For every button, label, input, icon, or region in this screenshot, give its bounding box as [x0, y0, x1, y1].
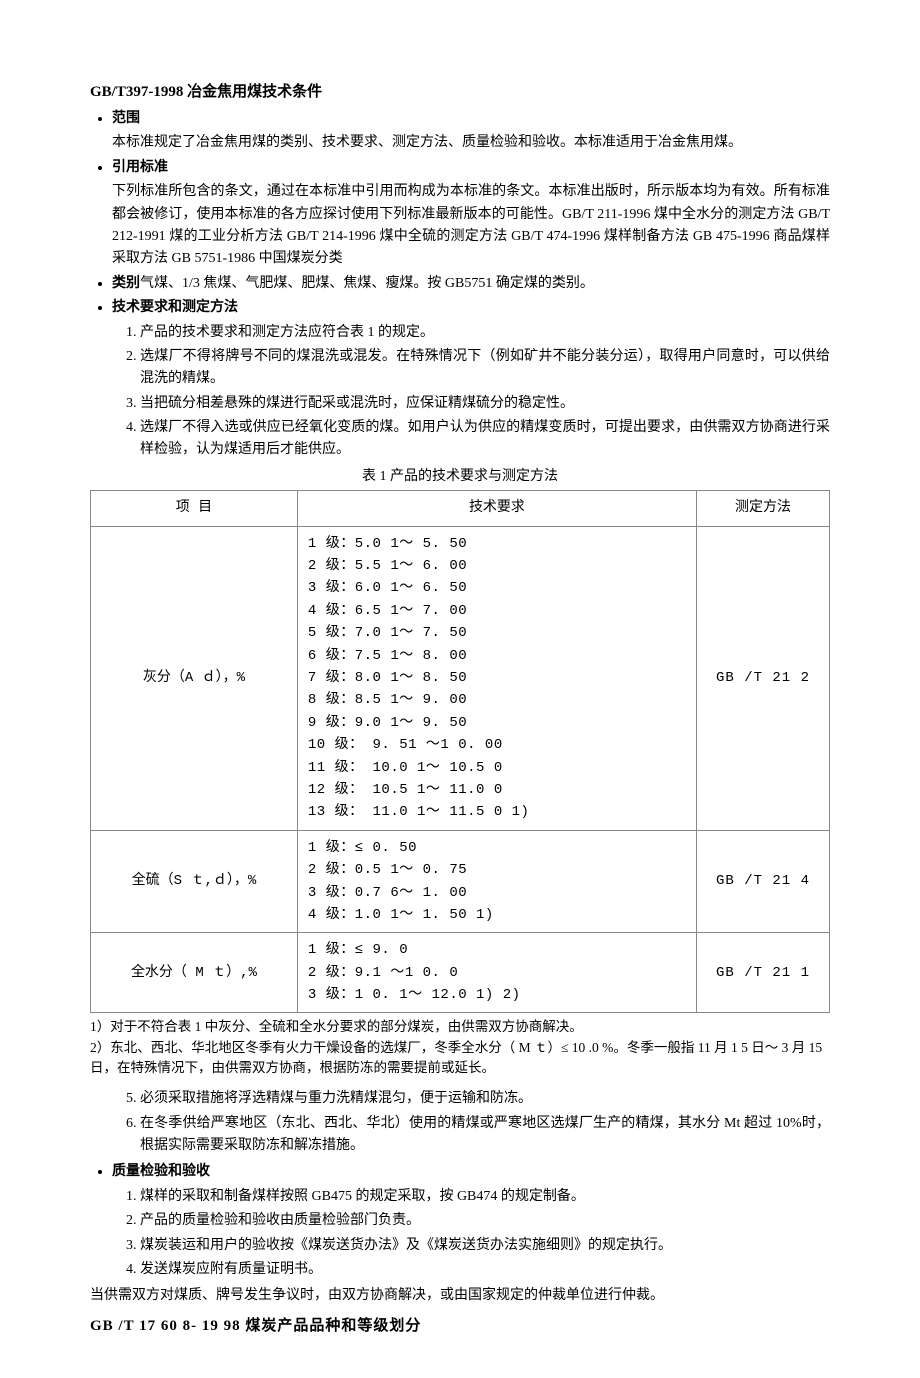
quality-item-1: 煤样的采取和制备煤样按照 GB475 的规定采取，按 GB474 的规定制备。: [140, 1186, 830, 1208]
cell-ash-method: GB /T 21 2: [696, 526, 829, 830]
cell-sulfur-name: 全硫（S ｔ,ｄ），%: [91, 830, 298, 933]
table-caption: 表 1 产品的技术要求与测定方法: [90, 466, 830, 488]
tech-item-6: 在冬季供给严寒地区（东北、西北、华北）使用的精煤或严寒地区选煤厂生产的精煤，其水…: [140, 1113, 830, 1158]
scope-head: 范围: [112, 111, 140, 126]
section-tech: 技术要求和测定方法 产品的技术要求和测定方法应符合表 1 的规定。 选煤厂不得将…: [112, 297, 830, 462]
cell-moisture-req: 1 级：≤ 9. 0 2 级：9.1 ～1 0. 0 3 级：1 0. 1～ 1…: [297, 933, 696, 1013]
category-body: 气煤、1/3 焦煤、气肥煤、肥煤、焦煤、瘦煤。按 GB5751 确定煤的类别。: [140, 276, 594, 291]
th-method: 测定方法: [696, 491, 829, 526]
table-row: 全水分（ M ｔ）,% 1 级：≤ 9. 0 2 级：9.1 ～1 0. 0 3…: [91, 933, 830, 1013]
cell-moisture-method: GB /T 21 1: [696, 933, 829, 1013]
footer-title: GB /T 17 60 8- 19 98 煤炭产品品种和等级划分: [90, 1314, 830, 1338]
section-quality: 质量检验和验收 煤样的采取和制备煤样按照 GB475 的规定采取，按 GB474…: [112, 1161, 830, 1281]
cell-sulfur-req: 1 级：≤ 0. 50 2 级：0.5 1～ 0. 75 3 级：0.7 6～ …: [297, 830, 696, 933]
refs-head: 引用标准: [112, 160, 168, 175]
category-head: 类别: [112, 276, 140, 291]
refs-body: 下列标准所包含的条文，通过在本标准中引用而构成为本标准的条文。本标准出版时，所示…: [112, 181, 830, 271]
th-req: 技术要求: [297, 491, 696, 526]
section-refs: 引用标准 下列标准所包含的条文，通过在本标准中引用而构成为本标准的条文。本标准出…: [112, 157, 830, 271]
note-1: 1）对于不符合表 1 中灰分、全硫和全水分要求的部分煤炭，由供需双方协商解决。: [90, 1017, 830, 1037]
note-2: 2）东北、西北、华北地区冬季有火力干燥设备的选煤厂，冬季全水分（ M ｔ）≤ 1…: [90, 1038, 830, 1079]
cell-ash-name: 灰分（A ｄ），%: [91, 526, 298, 830]
quality-item-2: 产品的质量检验和验收由质量检验部门负责。: [140, 1210, 830, 1232]
quality-tail: 当供需双方对煤质、牌号发生争议时，由双方协商解决，或由国家规定的仲裁单位进行仲裁…: [90, 1285, 830, 1307]
table-row: 灰分（A ｄ），% 1 级：5.0 1～ 5. 50 2 级：5.5 1～ 6.…: [91, 526, 830, 830]
cell-sulfur-method: GB /T 21 4: [696, 830, 829, 933]
section-scope: 范围 本标准规定了冶金焦用煤的类别、技术要求、测定方法、质量检验和验收。本标准适…: [112, 108, 830, 155]
quality-wrap: 质量检验和验收 煤样的采取和制备煤样按照 GB475 的规定采取，按 GB474…: [112, 1161, 830, 1281]
spec-table: 项 目 技术要求 测定方法 灰分（A ｄ），% 1 级：5.0 1～ 5. 50…: [90, 490, 830, 1013]
tech-head: 技术要求和测定方法: [112, 300, 238, 315]
tech-item-2: 选煤厂不得将牌号不同的煤混洗或混发。在特殊情况下（例如矿井不能分装分运），取得用…: [140, 346, 830, 391]
quality-item-4: 发送煤炭应附有质量证明书。: [140, 1259, 830, 1281]
cell-ash-req: 1 级：5.0 1～ 5. 50 2 级：5.5 1～ 6. 00 3 级：6.…: [297, 526, 696, 830]
section-list: 范围 本标准规定了冶金焦用煤的类别、技术要求、测定方法、质量检验和验收。本标准适…: [112, 108, 830, 462]
table-notes: 1）对于不符合表 1 中灰分、全硫和全水分要求的部分煤炭，由供需双方协商解决。 …: [90, 1017, 830, 1078]
th-item: 项 目: [91, 491, 298, 526]
table-row: 全硫（S ｔ,ｄ），% 1 级：≤ 0. 50 2 级：0.5 1～ 0. 75…: [91, 830, 830, 933]
section-category: 类别气煤、1/3 焦煤、气肥煤、肥煤、焦煤、瘦煤。按 GB5751 确定煤的类别…: [112, 273, 830, 295]
quality-list: 煤样的采取和制备煤样按照 GB475 的规定采取，按 GB474 的规定制备。 …: [140, 1186, 830, 1282]
quality-item-3: 煤炭装运和用户的验收按《煤炭送货办法》及《煤炭送货办法实施细则》的规定执行。: [140, 1235, 830, 1257]
cell-moisture-name: 全水分（ M ｔ）,%: [91, 933, 298, 1013]
tech-list-a: 产品的技术要求和测定方法应符合表 1 的规定。 选煤厂不得将牌号不同的煤混洗或混…: [140, 322, 830, 462]
table-header-row: 项 目 技术要求 测定方法: [91, 491, 830, 526]
tech-item-1: 产品的技术要求和测定方法应符合表 1 的规定。: [140, 322, 830, 344]
tech-continue-wrap: 必须采取措施将浮选精煤与重力洗精煤混匀，便于运输和防冻。 在冬季供给严寒地区（东…: [112, 1088, 830, 1157]
tech-item-4: 选煤厂不得入选或供应已经氧化变质的煤。如用户认为供应的精煤变质时，可提出要求，由…: [140, 417, 830, 462]
tech-list-b: 必须采取措施将浮选精煤与重力洗精煤混匀，便于运输和防冻。 在冬季供给严寒地区（东…: [140, 1088, 830, 1157]
tech-item-3: 当把硫分相差悬殊的煤进行配采或混洗时，应保证精煤硫分的稳定性。: [140, 393, 830, 415]
quality-head: 质量检验和验收: [112, 1164, 210, 1179]
tech-item-5: 必须采取措施将浮选精煤与重力洗精煤混匀，便于运输和防冻。: [140, 1088, 830, 1110]
doc-title: GB/T397-1998 冶金焦用煤技术条件: [90, 80, 830, 104]
tech-continue: 必须采取措施将浮选精煤与重力洗精煤混匀，便于运输和防冻。 在冬季供给严寒地区（东…: [112, 1088, 830, 1157]
scope-body: 本标准规定了冶金焦用煤的类别、技术要求、测定方法、质量检验和验收。本标准适用于冶…: [112, 132, 830, 154]
